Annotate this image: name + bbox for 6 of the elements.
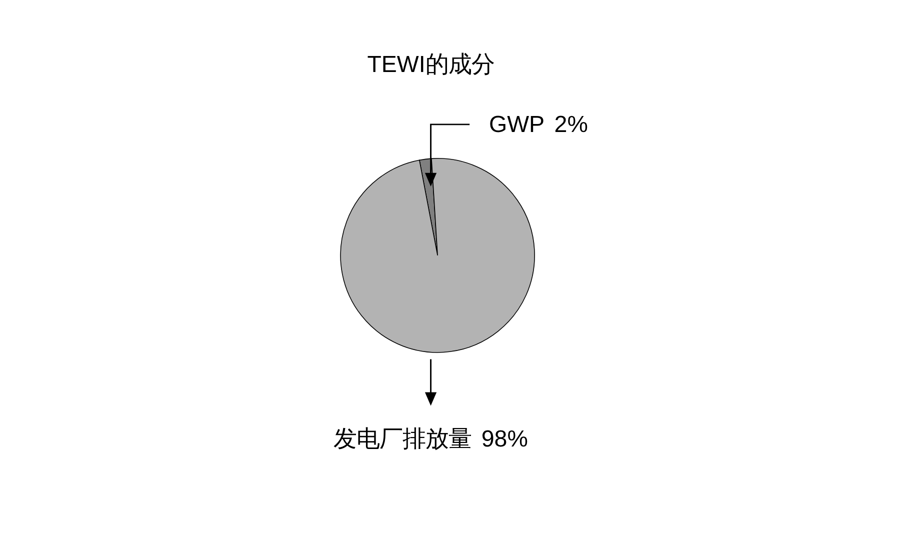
slice-label: 发电厂排放量 xyxy=(334,426,472,452)
data-label: 2% xyxy=(554,111,588,138)
data-label: 98% xyxy=(481,426,528,452)
chart-title: TEWI的成分 xyxy=(367,51,494,78)
pie-slice xyxy=(340,158,535,353)
slice-label: GWP xyxy=(488,111,545,138)
